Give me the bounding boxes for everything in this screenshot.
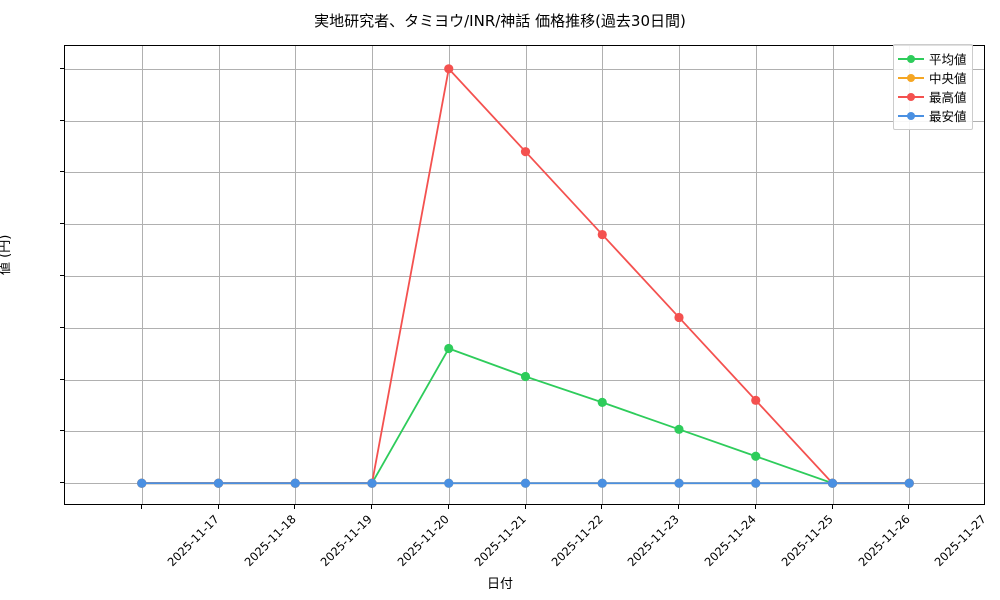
- x-tick-label: 2025-11-22: [548, 512, 606, 570]
- y-tick-mark: [60, 482, 64, 484]
- gridline-vertical: [602, 46, 604, 504]
- gridline-vertical: [295, 46, 297, 504]
- y-tick-mark: [60, 326, 64, 328]
- gridline-horizontal: [65, 120, 984, 122]
- x-tick-mark: [831, 505, 833, 509]
- x-tick-label: 2025-11-27: [931, 512, 989, 570]
- data-point-marker: [751, 451, 761, 461]
- series-line: [141, 347, 910, 485]
- series-平均値: [137, 343, 914, 488]
- data-point-marker: [827, 478, 838, 488]
- gridline-horizontal: [65, 224, 984, 226]
- legend-item-平均値[interactable]: 平均値: [898, 49, 967, 68]
- legend-item-最安値[interactable]: 最安値: [898, 106, 967, 125]
- data-point-marker: [674, 478, 684, 488]
- legend-swatch-icon: [898, 110, 924, 122]
- gridline-vertical: [755, 46, 757, 504]
- y-tick-mark: [60, 119, 64, 121]
- legend-label: 最高値: [929, 90, 967, 105]
- y-axis-label: 値 (円): [0, 234, 13, 275]
- gridline-vertical: [832, 46, 834, 504]
- data-point-marker: [444, 478, 454, 488]
- gridline-horizontal: [65, 431, 984, 433]
- gridline-horizontal: [65, 172, 984, 174]
- data-point-marker: [444, 64, 454, 74]
- x-tick-label: 2025-11-21: [471, 512, 529, 570]
- gridline-vertical: [679, 46, 680, 504]
- x-tick-mark: [754, 505, 756, 509]
- y-tick-mark: [60, 223, 64, 225]
- x-tick-mark: [447, 505, 449, 509]
- chart-title: 実地研究者、タミヨウ/INR/神話 価格推移(過去30日間): [314, 12, 686, 30]
- data-point-marker: [597, 397, 607, 407]
- data-point-marker: [520, 147, 531, 157]
- x-tick-mark: [294, 505, 296, 509]
- x-axis-label: 日付: [486, 577, 513, 592]
- data-point-marker: [520, 478, 531, 488]
- data-point-marker: [290, 478, 300, 488]
- data-point-marker: [520, 371, 531, 382]
- x-tick-label: 2025-11-20: [394, 512, 452, 570]
- x-tick-label: 2025-11-23: [624, 512, 682, 570]
- x-tick-label: 2025-11-25: [778, 512, 836, 570]
- x-tick-label: 2025-11-17: [164, 512, 222, 570]
- chart-legend: 平均値中央値最高値最安値: [893, 44, 973, 130]
- y-tick-mark: [60, 275, 64, 276]
- legend-item-最高値[interactable]: 最高値: [898, 87, 967, 106]
- data-point-marker: [674, 424, 684, 434]
- x-tick-mark: [524, 505, 526, 509]
- gridline-vertical: [141, 46, 143, 504]
- gridline-horizontal: [65, 276, 984, 277]
- x-tick-label: 2025-11-18: [241, 512, 299, 570]
- x-tick-label: 2025-11-26: [855, 512, 913, 570]
- plot-area: [64, 45, 985, 505]
- gridline-vertical: [448, 46, 450, 504]
- gridline-horizontal: [65, 68, 984, 70]
- data-point-marker: [137, 478, 147, 488]
- gridline-vertical: [525, 46, 527, 504]
- data-point-marker: [213, 478, 224, 488]
- x-tick-label: 2025-11-24: [701, 512, 759, 570]
- legend-swatch-icon: [898, 72, 924, 84]
- y-tick-mark: [60, 171, 64, 173]
- x-tick-mark: [908, 505, 910, 509]
- x-tick-mark: [678, 505, 679, 509]
- x-tick-mark: [601, 505, 603, 509]
- legend-label: 平均値: [929, 52, 967, 67]
- series-最安値: [137, 478, 914, 488]
- data-point-marker: [367, 478, 377, 488]
- x-tick-mark: [217, 505, 219, 509]
- data-point-marker: [444, 343, 454, 354]
- legend-swatch-icon: [898, 53, 924, 65]
- gridline-vertical: [372, 46, 373, 504]
- y-tick-mark: [60, 430, 64, 432]
- data-point-marker: [597, 478, 607, 488]
- legend-label: 最安値: [929, 109, 967, 124]
- series-layer: [137, 64, 914, 488]
- y-tick-mark: [60, 378, 64, 380]
- legend-item-中央値[interactable]: 中央値: [898, 68, 967, 87]
- gridline-horizontal: [65, 327, 984, 329]
- series-line: [141, 66, 910, 485]
- gridline-vertical: [218, 46, 220, 504]
- x-tick-label: 2025-11-19: [317, 512, 375, 570]
- x-tick-mark: [371, 505, 372, 509]
- gridline-vertical: [909, 46, 911, 504]
- data-point-marker: [597, 229, 607, 240]
- y-tick-mark: [60, 67, 64, 69]
- series-最高値: [137, 64, 914, 488]
- data-point-marker: [904, 478, 914, 488]
- legend-swatch-icon: [898, 91, 924, 103]
- data-point-marker: [751, 478, 761, 488]
- data-point-marker: [674, 312, 684, 323]
- data-point-marker: [751, 395, 761, 405]
- legend-label: 中央値: [929, 71, 967, 86]
- x-tick-mark: [140, 505, 142, 509]
